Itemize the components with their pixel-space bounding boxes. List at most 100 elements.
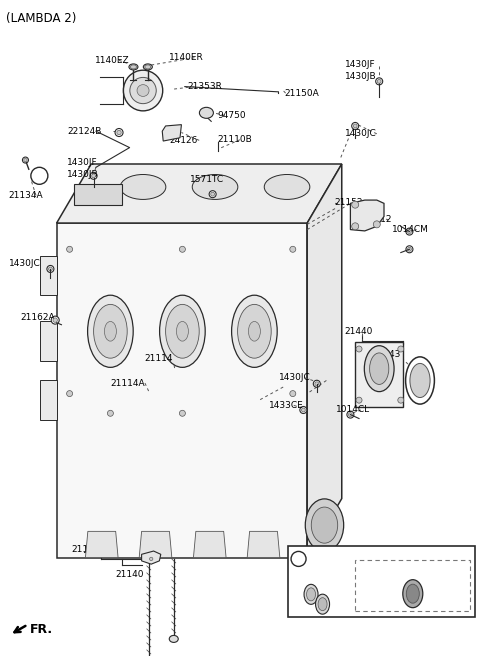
Circle shape bbox=[211, 192, 215, 196]
Circle shape bbox=[24, 158, 27, 162]
Text: 1014CL: 1014CL bbox=[336, 405, 370, 415]
Text: 1433CE: 1433CE bbox=[269, 401, 303, 410]
Circle shape bbox=[408, 230, 411, 234]
Circle shape bbox=[352, 201, 359, 208]
Circle shape bbox=[352, 223, 359, 230]
Circle shape bbox=[108, 410, 113, 417]
Ellipse shape bbox=[120, 174, 166, 199]
Circle shape bbox=[92, 174, 96, 178]
Bar bbox=[355, 342, 403, 407]
Circle shape bbox=[356, 397, 362, 403]
Circle shape bbox=[180, 246, 185, 253]
Circle shape bbox=[31, 167, 48, 184]
Text: 1430JC: 1430JC bbox=[345, 129, 376, 138]
Ellipse shape bbox=[364, 346, 394, 392]
Ellipse shape bbox=[305, 499, 344, 551]
Ellipse shape bbox=[249, 321, 260, 341]
Circle shape bbox=[209, 191, 216, 197]
Ellipse shape bbox=[403, 580, 423, 607]
Circle shape bbox=[67, 246, 72, 253]
Text: 21134A: 21134A bbox=[9, 191, 43, 200]
Text: (LAMBDA 2): (LAMBDA 2) bbox=[6, 12, 76, 25]
Circle shape bbox=[290, 390, 296, 397]
Polygon shape bbox=[307, 164, 342, 558]
Polygon shape bbox=[57, 223, 307, 558]
Ellipse shape bbox=[144, 64, 152, 70]
Text: 1430JB: 1430JB bbox=[67, 170, 99, 179]
Circle shape bbox=[353, 124, 357, 128]
Circle shape bbox=[47, 266, 54, 272]
Ellipse shape bbox=[88, 295, 133, 367]
Text: a: a bbox=[36, 171, 42, 180]
Ellipse shape bbox=[370, 353, 389, 384]
Circle shape bbox=[398, 397, 404, 403]
Ellipse shape bbox=[130, 77, 156, 104]
Circle shape bbox=[115, 129, 123, 136]
Polygon shape bbox=[139, 531, 172, 558]
Circle shape bbox=[348, 413, 352, 417]
Text: 1430JF: 1430JF bbox=[345, 60, 375, 69]
Text: 1751GI: 1751GI bbox=[302, 578, 333, 587]
Ellipse shape bbox=[304, 584, 318, 604]
Circle shape bbox=[352, 123, 359, 129]
Circle shape bbox=[313, 380, 320, 387]
Ellipse shape bbox=[94, 304, 127, 358]
Text: 94750: 94750 bbox=[217, 111, 246, 120]
Polygon shape bbox=[40, 321, 57, 361]
Text: 1430JF: 1430JF bbox=[67, 158, 98, 167]
Ellipse shape bbox=[129, 64, 138, 70]
Circle shape bbox=[51, 316, 59, 324]
Circle shape bbox=[406, 246, 413, 253]
Text: 21150A: 21150A bbox=[284, 89, 319, 98]
Ellipse shape bbox=[166, 304, 199, 358]
Circle shape bbox=[376, 78, 383, 85]
Ellipse shape bbox=[315, 594, 330, 614]
Text: FR.: FR. bbox=[30, 623, 53, 636]
Ellipse shape bbox=[312, 507, 338, 543]
Text: 1014CM: 1014CM bbox=[392, 225, 429, 234]
Polygon shape bbox=[74, 184, 122, 205]
Text: 21314A: 21314A bbox=[364, 577, 398, 586]
Ellipse shape bbox=[307, 588, 315, 601]
Circle shape bbox=[406, 228, 413, 235]
Circle shape bbox=[53, 318, 58, 322]
Ellipse shape bbox=[238, 304, 271, 358]
Ellipse shape bbox=[410, 363, 430, 398]
Polygon shape bbox=[57, 164, 342, 223]
Polygon shape bbox=[85, 531, 118, 558]
Circle shape bbox=[373, 221, 380, 228]
Ellipse shape bbox=[231, 295, 277, 367]
Ellipse shape bbox=[199, 108, 214, 118]
Text: 21443: 21443 bbox=[372, 350, 400, 359]
Text: 21140: 21140 bbox=[115, 570, 144, 579]
Circle shape bbox=[180, 410, 185, 417]
Text: 22124B: 22124B bbox=[67, 127, 102, 136]
Ellipse shape bbox=[406, 584, 420, 603]
Circle shape bbox=[150, 557, 153, 561]
Polygon shape bbox=[40, 256, 57, 295]
Circle shape bbox=[90, 173, 97, 179]
Circle shape bbox=[347, 411, 354, 418]
Circle shape bbox=[300, 407, 307, 413]
Polygon shape bbox=[162, 125, 181, 141]
Ellipse shape bbox=[406, 357, 434, 404]
Circle shape bbox=[148, 556, 154, 562]
Ellipse shape bbox=[169, 636, 178, 642]
Circle shape bbox=[377, 79, 381, 83]
Text: 1430JC: 1430JC bbox=[279, 373, 311, 382]
Bar bbox=[288, 546, 475, 617]
Circle shape bbox=[23, 157, 28, 163]
Text: 21160: 21160 bbox=[71, 544, 100, 554]
Text: 1571TC: 1571TC bbox=[190, 175, 224, 184]
Text: 24126: 24126 bbox=[169, 136, 197, 145]
Text: 1430JB: 1430JB bbox=[345, 72, 376, 81]
Ellipse shape bbox=[131, 65, 136, 69]
Ellipse shape bbox=[264, 174, 310, 199]
Polygon shape bbox=[350, 200, 384, 231]
Text: (ALT.): (ALT.) bbox=[364, 566, 388, 575]
Ellipse shape bbox=[137, 85, 149, 96]
Circle shape bbox=[315, 382, 319, 386]
Circle shape bbox=[67, 390, 72, 397]
Bar bbox=[355, 560, 470, 611]
Text: 21133: 21133 bbox=[294, 566, 323, 575]
